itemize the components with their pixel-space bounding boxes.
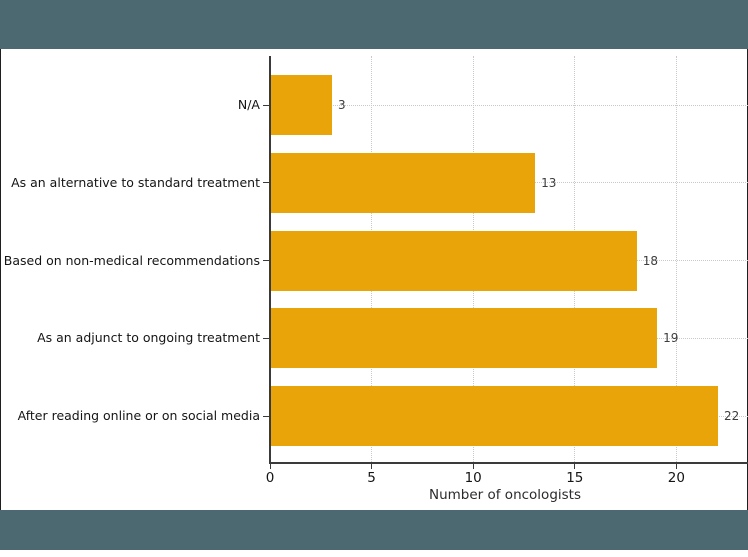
vertical-gridline — [675, 56, 677, 462]
x-axis-title: Number of oncologists — [428, 487, 581, 503]
x-tick-mark — [269, 464, 271, 469]
bar-5 — [271, 386, 719, 446]
y-tick-mark — [263, 182, 270, 184]
x-tick-mark — [675, 464, 677, 469]
value-label: 3 — [337, 98, 346, 112]
category-label: As an adjunct to ongoing treatment — [37, 330, 260, 346]
y-tick-mark — [263, 415, 270, 417]
category-label: After reading online or on social media — [17, 408, 260, 423]
x-tick-mark — [574, 464, 576, 469]
bar-2 — [271, 152, 536, 213]
bar-4 — [271, 308, 658, 369]
y-tick-mark — [263, 337, 270, 339]
y-axis-spine — [269, 56, 271, 464]
category-label: N/A — [237, 97, 260, 112]
x-tick-label: 20 — [667, 470, 685, 486]
x-tick-mark — [371, 464, 373, 469]
x-tick-mark — [472, 464, 474, 469]
top-header-band — [0, 0, 748, 49]
x-tick-label: 5 — [367, 470, 376, 486]
y-tick-mark — [263, 104, 270, 106]
value-label: 13 — [541, 175, 557, 190]
bottom-white-strip — [0, 550, 748, 557]
left-edge-border — [0, 49, 1, 510]
value-label: 22 — [724, 409, 740, 423]
horizontal-gridline — [270, 104, 748, 106]
category-label: Based on non-medical recommendations — [3, 252, 260, 268]
value-label: 18 — [642, 253, 659, 268]
x-tick-label: 10 — [464, 470, 482, 486]
bar-1 — [271, 75, 332, 135]
x-tick-label: 0 — [265, 470, 275, 486]
value-label: 19 — [663, 331, 679, 346]
category-label: As an alternative to standard treatment — [11, 174, 260, 190]
x-axis-spine — [269, 462, 748, 464]
bottom-footer-band — [0, 510, 748, 550]
y-tick-mark — [263, 260, 270, 261]
x-tick-label: 15 — [566, 470, 584, 486]
bar-3 — [271, 230, 637, 291]
